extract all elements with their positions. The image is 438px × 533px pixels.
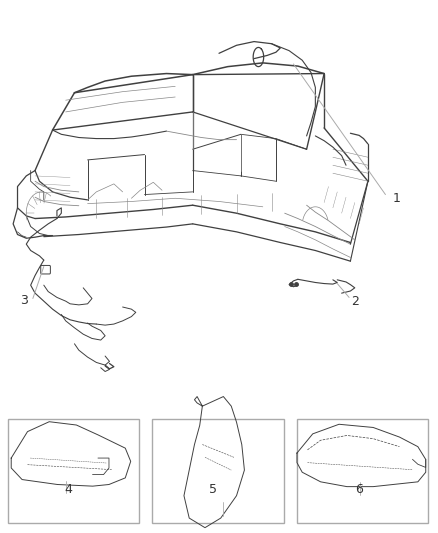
Text: 1: 1 <box>392 192 400 205</box>
Text: 6: 6 <box>355 483 363 496</box>
Text: 5: 5 <box>209 483 217 496</box>
Text: 2: 2 <box>351 295 359 308</box>
Text: 4: 4 <box>64 483 72 496</box>
Bar <box>8 419 139 523</box>
Bar <box>152 419 284 523</box>
Bar <box>297 419 428 523</box>
Text: 3: 3 <box>20 294 28 306</box>
